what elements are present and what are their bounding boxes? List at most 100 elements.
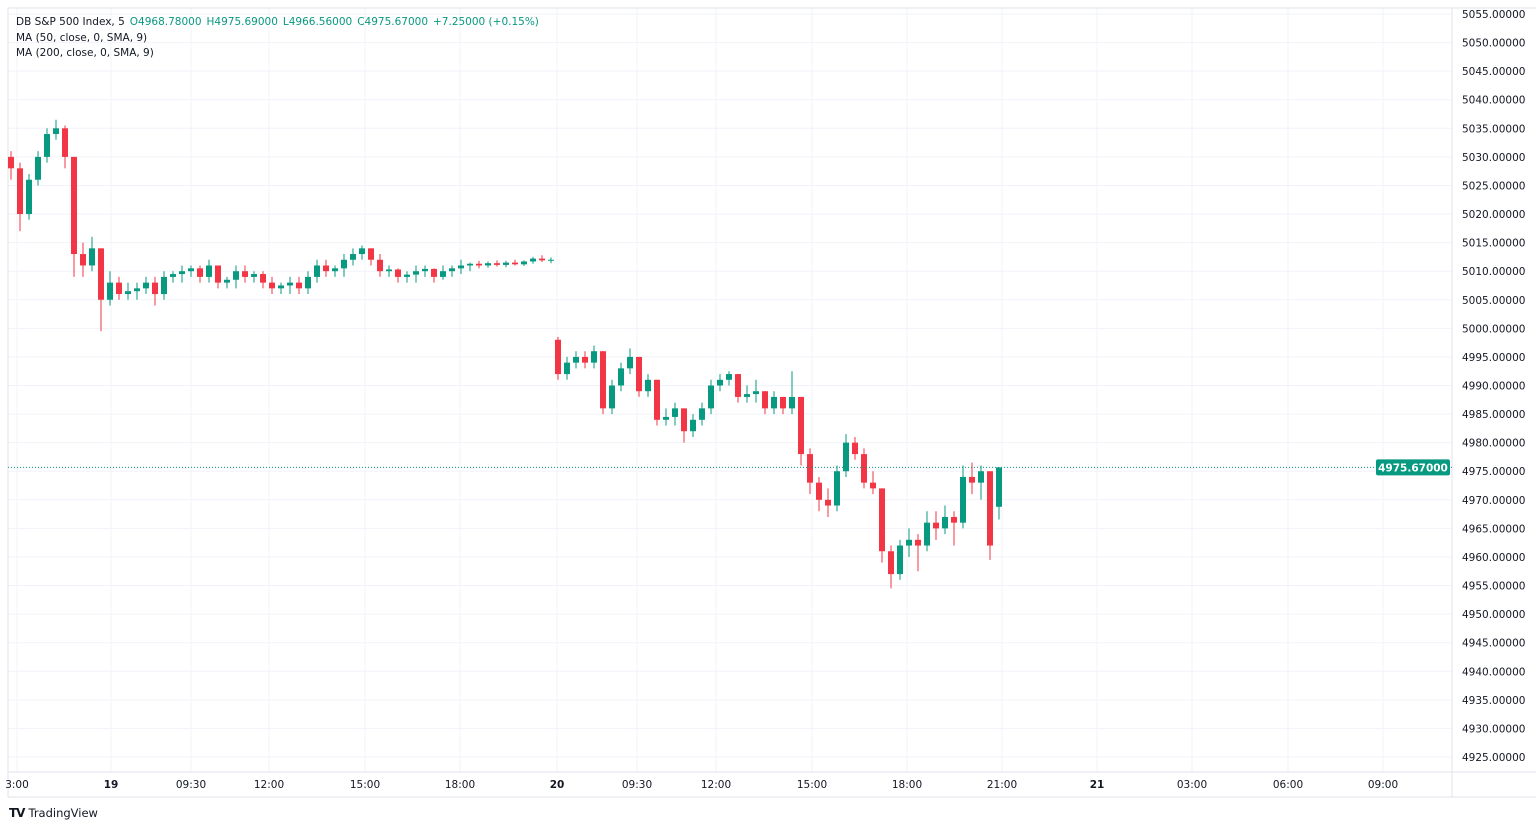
symbol-title[interactable]: DB S&P 500 Index, 5 xyxy=(16,16,125,28)
candle-body xyxy=(35,156,41,180)
candle-body xyxy=(564,362,570,375)
candle-body xyxy=(359,248,365,255)
candle-body xyxy=(530,258,536,262)
legend-ohlc-row: DB S&P 500 Index, 5 O4968.78000 H4975.6900… xyxy=(16,15,539,31)
candle-body xyxy=(422,268,428,272)
candle-body xyxy=(53,128,59,135)
legend-open: O4968.78000 xyxy=(129,16,202,28)
candle-body xyxy=(134,288,140,292)
candle-body xyxy=(591,351,597,363)
candle-body xyxy=(699,408,705,420)
y-tick-label: 5020.00000 xyxy=(1462,209,1525,221)
candle-body xyxy=(449,268,455,272)
candle-body xyxy=(278,285,284,289)
candle-body xyxy=(170,274,176,277)
x-tick-label: 06:00 xyxy=(1273,779,1303,791)
candle-body xyxy=(852,442,858,455)
candle-body xyxy=(978,471,984,483)
candle-body xyxy=(71,156,77,255)
tradingview-brand[interactable]: 𝗧𝗩 TradingView xyxy=(9,806,98,820)
candle-body xyxy=(458,265,464,269)
candle-body xyxy=(573,356,579,363)
candle-body xyxy=(654,379,660,420)
candle-body xyxy=(521,261,527,265)
candle-body xyxy=(332,268,338,272)
candle-body xyxy=(762,391,768,409)
x-tick-label: 09:30 xyxy=(622,779,652,791)
y-tick-label: 4990.00000 xyxy=(1462,381,1525,393)
candle-body xyxy=(861,454,867,483)
candle-body xyxy=(816,482,822,500)
candle-body xyxy=(80,254,86,266)
legend-change: +7.25000 (+0.15%) xyxy=(433,16,539,28)
candle-body xyxy=(924,522,930,546)
indicator-ma-200[interactable]: MA (200, close, 0, SMA, 9) xyxy=(16,47,154,59)
candle-body xyxy=(915,539,921,546)
candle-body xyxy=(726,374,732,380)
candle-body xyxy=(539,258,545,261)
candle-body xyxy=(197,268,203,277)
candle-body xyxy=(645,379,651,392)
last-price-badge xyxy=(1376,459,1450,476)
candle-body xyxy=(780,396,786,409)
candle-body xyxy=(870,482,876,489)
candle-body xyxy=(843,442,849,472)
candle-body xyxy=(341,259,347,269)
candle-body xyxy=(224,279,230,283)
x-tick-label: 3:00 xyxy=(5,779,29,791)
candle-body xyxy=(942,516,948,529)
candle-body xyxy=(323,265,329,272)
candle-body xyxy=(242,271,248,277)
price-axis[interactable]: 5055.00000 5050.00000 5045.00000 5040.00000… xyxy=(1462,9,1525,764)
candle-body xyxy=(879,488,885,552)
candle-body xyxy=(143,282,149,289)
candle-body xyxy=(897,545,903,575)
grid xyxy=(7,7,1536,798)
candle-body xyxy=(789,396,795,409)
candle-body xyxy=(906,539,912,546)
candle-body xyxy=(960,476,966,523)
indicator-ma-50[interactable]: MA (50, close, 0, SMA, 9) xyxy=(16,31,148,44)
y-tick-label: 5040.00000 xyxy=(1462,95,1525,107)
candle-body xyxy=(314,265,320,277)
candle-body xyxy=(681,408,687,432)
y-tick-label: 4995.00000 xyxy=(1462,352,1525,364)
candle-body xyxy=(771,396,777,409)
candle-body xyxy=(476,263,482,266)
y-tick-label: 4960.00000 xyxy=(1462,552,1525,564)
candle-body xyxy=(368,248,374,260)
candle-body xyxy=(467,263,473,266)
candle-body xyxy=(600,351,606,409)
candle-body xyxy=(287,282,293,286)
candle-body xyxy=(152,282,158,295)
candle-body xyxy=(996,467,1002,507)
brand-name: TradingView xyxy=(28,806,98,820)
y-tick-label: 4975.00000 xyxy=(1462,466,1525,478)
candle-body xyxy=(485,263,491,266)
candle-body xyxy=(377,259,383,272)
candle-body xyxy=(494,263,500,265)
y-tick-label: 5050.00000 xyxy=(1462,38,1525,50)
candle-body xyxy=(717,379,723,386)
x-tick-label: 12:00 xyxy=(254,779,284,791)
y-tick-label: 5035.00000 xyxy=(1462,123,1525,135)
y-tick-label: 5010.00000 xyxy=(1462,266,1525,278)
tradingview-logo-icon: 𝗧𝗩 xyxy=(9,806,26,820)
x-tick-label: 21:00 xyxy=(987,779,1017,791)
legend-high: H4975.69000 xyxy=(206,16,278,28)
candle-body xyxy=(125,291,131,295)
chart-legend: DB S&P 500 Index, 5 O4968.78000 H4975.6900… xyxy=(16,15,539,62)
candle-body xyxy=(269,282,275,289)
y-tick-label: 4985.00000 xyxy=(1462,409,1525,421)
x-tick-label: 09:30 xyxy=(176,779,206,791)
x-tick-label: 15:00 xyxy=(797,779,827,791)
time-axis[interactable]: 3:00 19 09:30 12:00 15:00 18:00 20 09:30 12:00 15… xyxy=(5,779,1398,791)
candle-body xyxy=(512,262,518,265)
candle-body xyxy=(690,419,696,432)
y-tick-label: 5015.00000 xyxy=(1462,238,1525,250)
y-tick-label: 4930.00000 xyxy=(1462,723,1525,735)
candle-body xyxy=(951,516,957,523)
candle-body xyxy=(107,282,113,300)
y-tick-label: 4955.00000 xyxy=(1462,581,1525,593)
